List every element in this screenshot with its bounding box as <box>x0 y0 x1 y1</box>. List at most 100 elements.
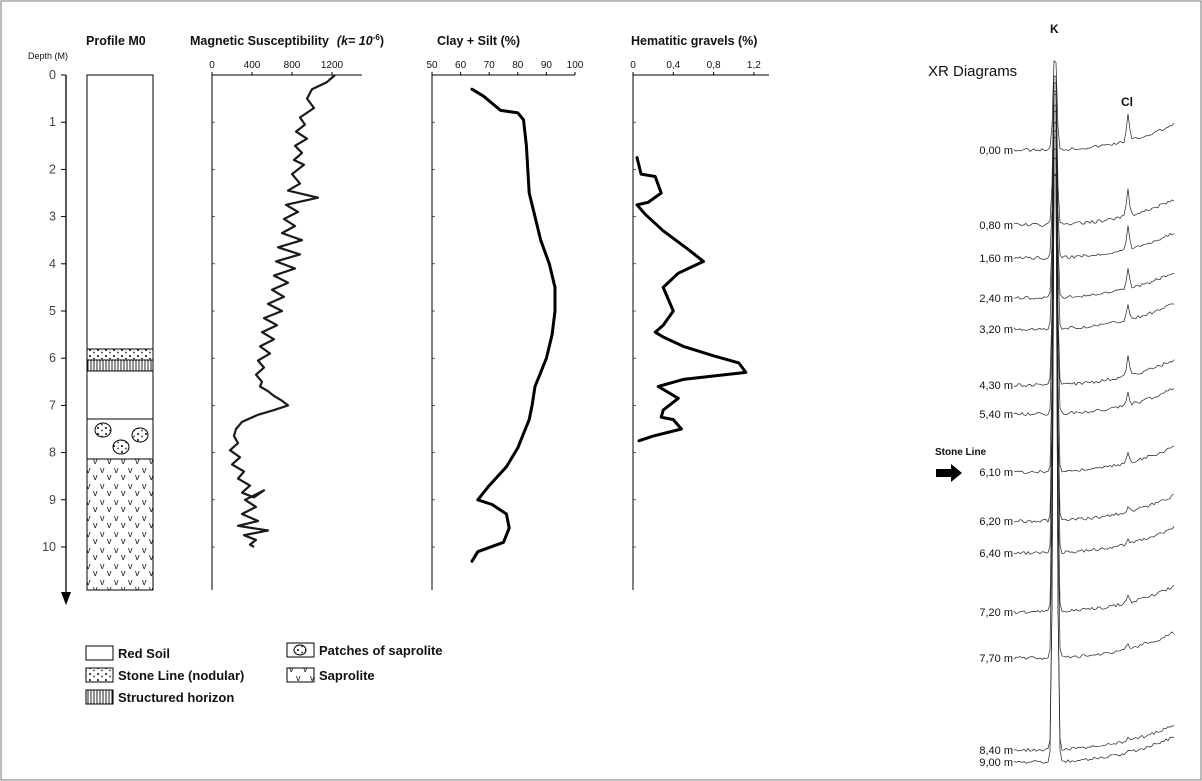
x-tick-label: 800 <box>284 60 301 71</box>
xr-depth-label: 2,40 m <box>979 293 1013 305</box>
x-tick-label: 0 <box>630 60 636 71</box>
x-tick-label: 1,2 <box>747 60 761 71</box>
xr-title: XR Diagrams <box>928 63 1017 80</box>
xr-trace <box>1013 157 1175 660</box>
x-tick-label: 60 <box>455 60 467 71</box>
legend-swatch-structured <box>85 689 114 705</box>
xr-trace <box>1013 174 1175 764</box>
magnetic-tick-labels: 0 400 800 1200 <box>209 60 344 548</box>
xr-trace <box>1013 136 1175 556</box>
saprolite-patch-icon <box>293 644 307 656</box>
magnetic-series-line <box>228 74 336 548</box>
depth-tick-label: 0 <box>49 68 56 82</box>
hematitic-panel: Hematitic gravels (%) 0 0,4 0,8 1,2 <box>630 34 769 590</box>
xr-trace <box>1013 93 1175 331</box>
legend-label: Saprolite <box>319 668 375 683</box>
layer-saprolite <box>86 458 154 591</box>
xr-depth-label: 9,00 m <box>979 757 1013 769</box>
x-tick-label: 80 <box>512 60 524 71</box>
depth-tick-label: 7 <box>49 398 56 412</box>
depth-ticks: 0 1 2 3 4 5 6 7 8 9 10 <box>42 68 66 554</box>
xr-traces: 0,00 m 0,80 m 1,60 m 2,40 m 3,20 m 4,30 m 5,40… <box>979 60 1175 769</box>
saprolite-patch <box>131 427 149 443</box>
xr-trace <box>1013 129 1175 524</box>
depth-axis-label: Depth (M) <box>28 51 68 61</box>
peak-label-k: K <box>1050 22 1059 36</box>
clay-series-line <box>470 87 557 563</box>
legend-swatch-stone-line <box>85 667 114 683</box>
xr-depth-label: 3,20 m <box>979 324 1013 336</box>
xr-depth-label: 7,70 m <box>979 653 1013 665</box>
clay-title: Clay + Silt (%) <box>437 34 520 48</box>
legend-swatch-red-soil <box>85 645 114 661</box>
depth-tick-label: 10 <box>42 540 56 554</box>
saprolite-patch <box>112 439 130 455</box>
depth-tick-label: 5 <box>49 304 56 318</box>
legend: Red Soil Stone Line (nodular) Structured… <box>85 642 443 705</box>
xr-trace <box>1014 75 1175 227</box>
x-tick-label: 0 <box>209 60 215 71</box>
xr-trace <box>1013 109 1175 416</box>
clay-panel: Clay + Silt (%) 50 60 70 80 90 100 <box>426 34 584 590</box>
xr-depth-label: 7,20 m <box>979 607 1013 619</box>
legend-swatch-saprolite <box>286 667 315 683</box>
magnetic-panel: Magnetic Susceptibility (k= 10-6) 0 400 800… <box>190 33 384 590</box>
legend-item-structured: Structured horizon <box>85 689 234 705</box>
x-tick-label: 0,8 <box>707 60 721 71</box>
hematitic-tick-labels: 0 0,4 0,8 1,2 <box>630 60 761 548</box>
xr-panel: XR Diagrams K Cl Stone Line 0,00 m 0,80 m… <box>928 22 1175 769</box>
saprolite-patch <box>94 422 112 438</box>
hematitic-title: Hematitic gravels (%) <box>631 34 757 48</box>
depth-tick-label: 2 <box>49 162 56 176</box>
x-tick-label: 50 <box>426 60 438 71</box>
x-tick-label: 400 <box>244 60 261 71</box>
depth-tick-label: 4 <box>49 257 56 271</box>
legend-item-red-soil: Red Soil <box>85 645 170 661</box>
depth-arrow-icon <box>61 592 71 605</box>
depth-tick-label: 3 <box>49 210 56 224</box>
xr-trace <box>1013 60 1175 153</box>
xr-depth-label: 8,40 m <box>979 745 1013 757</box>
xr-depth-label: 5,40 m <box>979 409 1013 421</box>
legend-item-saprolite: Saprolite <box>286 667 375 683</box>
legend-label: Patches of saprolite <box>319 643 443 658</box>
xr-trace <box>1013 104 1175 388</box>
xr-depth-label: 4,30 m <box>979 380 1013 392</box>
x-tick-label: 1200 <box>321 60 344 71</box>
xr-depth-label: 6,40 m <box>979 548 1013 560</box>
xr-depth-label: 6,10 m <box>979 467 1013 479</box>
x-tick-label: 100 <box>567 60 584 71</box>
xr-trace <box>1013 148 1175 615</box>
stone-line-arrow-icon <box>936 464 962 482</box>
depth-tick-label: 9 <box>49 493 56 507</box>
depth-tick-label: 8 <box>49 446 56 460</box>
xr-trace <box>1013 82 1175 260</box>
profile-column <box>86 74 154 591</box>
legend-item-saprolite-patches: Patches of saprolite <box>286 642 443 658</box>
xr-depth-label: 0,00 m <box>979 145 1013 157</box>
legend-label: Stone Line (nodular) <box>118 668 244 683</box>
layer-red-soil <box>86 74 154 350</box>
hematitic-series-line <box>635 156 748 443</box>
x-tick-label: 0,4 <box>666 60 680 71</box>
x-tick-label: 90 <box>541 60 553 71</box>
legend-item-stone-line: Stone Line (nodular) <box>85 667 244 683</box>
layer-structured-horizon <box>86 359 154 372</box>
depth-tick-label: 6 <box>49 351 56 365</box>
depth-tick-label: 1 <box>49 115 56 129</box>
magnetic-title: Magnetic Susceptibility (k= 10-6) <box>190 33 384 48</box>
profile-panel: Profile M0 Depth (M) 0 1 2 3 4 5 6 7 8 9 10 <box>28 34 154 605</box>
x-tick-label: 70 <box>484 60 496 71</box>
layer-red-soil-lower <box>86 370 154 420</box>
stone-line-annotation: Stone Line <box>935 447 987 458</box>
xr-depth-label: 1,60 m <box>979 253 1013 265</box>
xr-trace <box>1013 120 1175 474</box>
xr-trace <box>1013 172 1175 752</box>
peak-label-cl: Cl <box>1121 95 1133 109</box>
profile-title: Profile M0 <box>86 34 146 48</box>
xr-depth-label: 0,80 m <box>979 220 1013 232</box>
legend-label: Red Soil <box>118 646 170 661</box>
layer-stone-line <box>86 348 154 361</box>
